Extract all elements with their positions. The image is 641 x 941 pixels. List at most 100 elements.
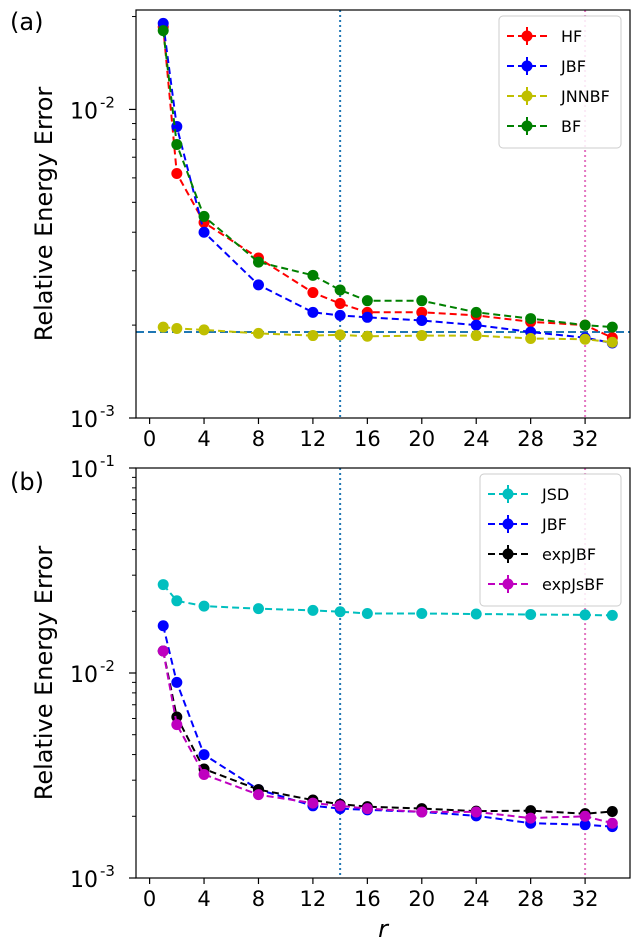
data-point xyxy=(334,309,346,321)
data-point xyxy=(198,600,210,612)
series-line xyxy=(162,30,613,329)
y-tick-exponent: -2 xyxy=(100,657,115,675)
y-tick-label: 10 xyxy=(70,408,98,433)
data-point xyxy=(171,167,183,179)
data-point xyxy=(334,284,346,296)
data-point xyxy=(470,306,482,318)
panel-label: (b) xyxy=(10,468,44,496)
data-point xyxy=(307,330,319,342)
data-point xyxy=(525,608,537,620)
data-point xyxy=(157,645,169,657)
data-point xyxy=(307,306,319,318)
data-point xyxy=(416,295,428,307)
x-tick-label: 8 xyxy=(252,427,265,451)
data-point xyxy=(198,324,210,336)
data-point xyxy=(470,608,482,620)
data-point xyxy=(171,595,183,607)
y-tick-label: 10 xyxy=(70,663,98,688)
x-tick-label: 0 xyxy=(143,427,156,451)
x-tick-label: 32 xyxy=(572,887,599,911)
legend: HF JBF JNNBF BF xyxy=(498,15,622,149)
data-point xyxy=(361,803,373,815)
legend-label: JNNBF xyxy=(560,87,610,106)
x-tick-label: 20 xyxy=(408,427,435,451)
data-point xyxy=(252,256,264,268)
legend-marker xyxy=(502,548,514,560)
series-expJsBF xyxy=(157,645,618,829)
plot-area xyxy=(157,468,618,878)
legend-label: JSD xyxy=(541,485,569,504)
legend-label: expJsBF xyxy=(542,575,604,594)
legend-item: JNNBF xyxy=(507,87,610,106)
panel-a: (a) Relative Energy Error 0 4 8 12 16 20 24 28 32 1… xyxy=(10,8,631,451)
data-point xyxy=(157,25,169,37)
y-tick-label: 10 xyxy=(70,458,98,483)
data-point xyxy=(579,810,591,822)
series-JSD xyxy=(157,579,618,621)
legend-label: JBF xyxy=(541,515,567,534)
y-tick-exponent: -3 xyxy=(100,402,115,420)
data-point xyxy=(171,138,183,150)
data-point xyxy=(334,297,346,309)
x-tick-label: 20 xyxy=(408,887,435,911)
legend-label: expJBF xyxy=(542,545,596,564)
x-tick-label: 4 xyxy=(197,427,210,451)
series-line xyxy=(162,650,613,825)
y-tick-exponent: -2 xyxy=(100,93,115,111)
y-axis-label: Relative Energy Error xyxy=(30,87,58,342)
data-point xyxy=(525,313,537,325)
data-point xyxy=(307,797,319,809)
data-point xyxy=(606,817,618,829)
legend-marker xyxy=(521,60,533,72)
y-tick-label: 10 xyxy=(70,868,98,893)
y-axis-label: Relative Energy Error xyxy=(30,546,58,801)
x-tick-label: 0 xyxy=(143,887,156,911)
legend-item: BF xyxy=(507,117,581,136)
legend-item: HF xyxy=(507,27,582,46)
data-point xyxy=(157,579,169,591)
series-line xyxy=(162,650,613,815)
y-tick-label: 10 xyxy=(70,99,98,124)
data-point xyxy=(606,321,618,333)
legend-marker xyxy=(502,488,514,500)
data-point xyxy=(361,330,373,342)
data-point xyxy=(470,806,482,818)
data-point xyxy=(416,608,428,620)
data-point xyxy=(334,329,346,341)
legend-item: JBF xyxy=(488,515,567,534)
x-axis-label: r xyxy=(378,915,390,941)
y-tick-exponent: -3 xyxy=(100,862,115,880)
x-tick-label: 28 xyxy=(517,887,544,911)
data-point xyxy=(334,800,346,812)
data-point xyxy=(171,121,183,133)
data-point xyxy=(307,604,319,616)
data-point xyxy=(361,295,373,307)
x-tick-label: 32 xyxy=(572,427,599,451)
data-point xyxy=(171,719,183,731)
data-point xyxy=(416,806,428,818)
legend-label: HF xyxy=(561,27,582,46)
series-line xyxy=(162,23,613,344)
data-point xyxy=(252,279,264,291)
series-line xyxy=(163,326,613,344)
plot-area xyxy=(136,10,630,418)
series-JBF xyxy=(157,620,618,833)
data-point xyxy=(470,319,482,331)
series-JNNBF xyxy=(157,321,618,348)
data-point xyxy=(171,323,183,335)
legend-item: expJBF xyxy=(488,545,596,564)
x-tick-label: 24 xyxy=(463,887,490,911)
data-point xyxy=(171,711,183,723)
legend-box xyxy=(498,15,622,149)
data-point xyxy=(361,311,373,323)
data-point xyxy=(606,806,618,818)
data-point xyxy=(579,333,591,345)
legend-marker xyxy=(521,30,533,42)
data-point xyxy=(252,327,264,339)
panel-b: (b) Relative Energy Error r 0 4 8 12 16 20 24 28 32… xyxy=(10,452,631,941)
data-point xyxy=(525,812,537,824)
legend-marker xyxy=(521,120,533,132)
data-point xyxy=(416,306,428,318)
legend: JSD JBF expJBF expJsBF xyxy=(479,473,622,607)
